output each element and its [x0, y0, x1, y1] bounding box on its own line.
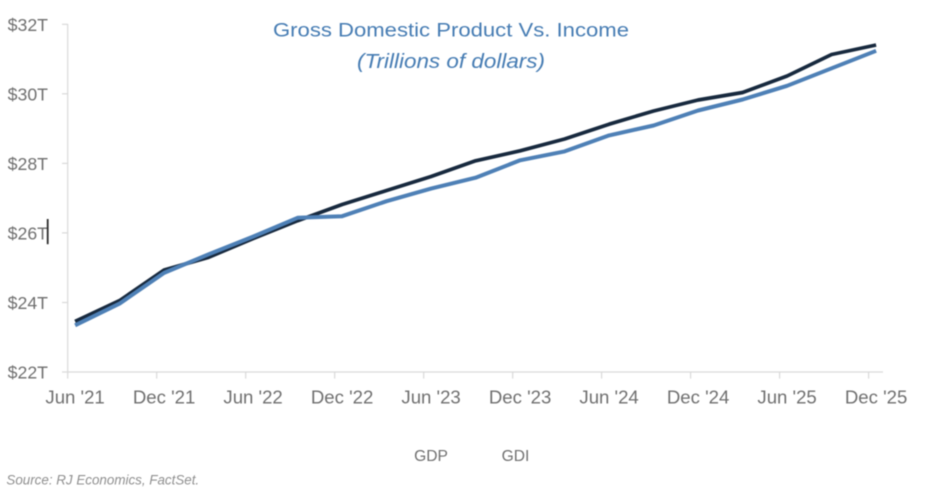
svg-text:Jun '21: Jun '21: [45, 387, 104, 408]
svg-text:Source: RJ Economics, FactSet.: Source: RJ Economics, FactSet.: [6, 472, 199, 487]
svg-text:Dec '24: Dec '24: [667, 387, 729, 408]
svg-text:Jun '25: Jun '25: [757, 387, 816, 408]
svg-text:$26T: $26T: [8, 224, 49, 244]
svg-text:Jun '23: Jun '23: [401, 387, 460, 408]
svg-text:$24T: $24T: [8, 293, 49, 313]
svg-text:$28T: $28T: [8, 154, 49, 174]
svg-text:Dec '21: Dec '21: [133, 387, 195, 408]
svg-text:$32T: $32T: [8, 15, 49, 35]
svg-text:(Trillions of dollars): (Trillions of dollars): [357, 51, 545, 73]
svg-text:GDP: GDP: [414, 448, 448, 465]
svg-text:$30T: $30T: [8, 85, 49, 105]
svg-text:Dec '22: Dec '22: [311, 387, 373, 408]
svg-text:Dec '25: Dec '25: [845, 387, 907, 408]
svg-text:Gross Domestic Product Vs. Inc: Gross Domestic Product Vs. Income: [273, 19, 629, 41]
svg-text:Jun '22: Jun '22: [223, 387, 282, 408]
svg-text:Dec '23: Dec '23: [489, 387, 551, 408]
svg-text:$22T: $22T: [8, 363, 49, 383]
svg-text:GDI: GDI: [502, 448, 530, 465]
svg-text:Jun '24: Jun '24: [579, 387, 638, 408]
